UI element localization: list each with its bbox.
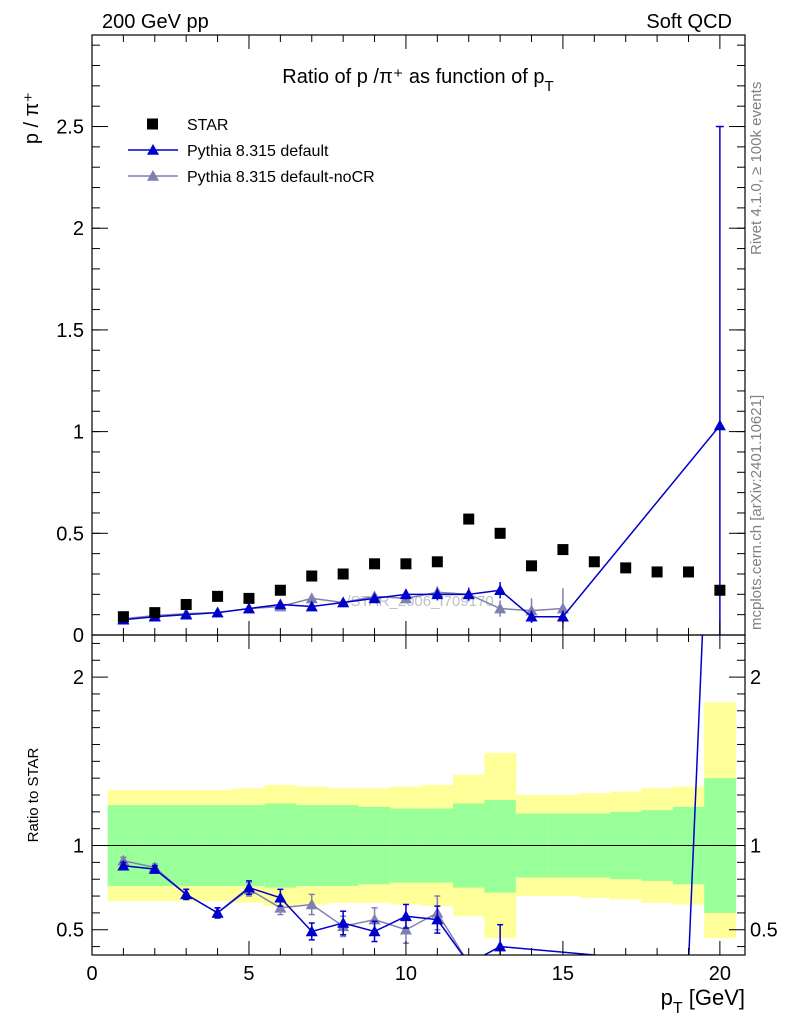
y-tick-label: 1 (73, 422, 84, 444)
legend-label: Pythia 8.315 default (187, 143, 329, 160)
x-tick-label: 15 (552, 963, 574, 985)
star-point (714, 584, 726, 596)
nocr-point (525, 604, 538, 616)
default-point (305, 600, 318, 612)
default-point (211, 606, 224, 618)
x-tick-label: 0 (86, 963, 97, 985)
x-tick-label: 5 (243, 963, 254, 985)
star-point (463, 513, 475, 525)
star-point (431, 556, 443, 568)
legend-label: Pythia 8.315 default-noCR (187, 169, 375, 186)
ratio-default-point (211, 906, 224, 918)
ratio-default-point (117, 859, 130, 871)
main-plot-title: Ratio of p /π⁺ as function of pT (282, 66, 553, 95)
legend-label: STAR (187, 117, 228, 134)
ratio-y-tick-label-right: 1 (750, 836, 761, 858)
ratio-y-tick-label-right: 0.5 (750, 920, 778, 942)
star-point (180, 598, 192, 610)
star-point (243, 592, 255, 604)
nocr-point (556, 602, 569, 614)
nocr-point (305, 592, 318, 604)
ratio-plot-ylabel: Ratio to STAR (25, 747, 42, 842)
ratio-default-point (399, 910, 412, 922)
default-point (180, 608, 193, 620)
xlabel-sub: T (673, 1000, 683, 1017)
star-point (306, 570, 318, 582)
star-point (369, 558, 381, 570)
side-mcplots-label: mcplots.cern.ch [arXiv:2401.10621] (748, 395, 765, 630)
main-plot-title-text: Ratio of p /π⁺ as function of p (282, 66, 544, 88)
default-point (337, 596, 350, 608)
star-point (400, 558, 412, 570)
star-point (274, 584, 286, 596)
default-point (242, 602, 255, 614)
ratio-y-tick-label-right: 2 (750, 667, 761, 689)
star-point (526, 560, 538, 572)
default-point (525, 610, 538, 622)
ratio-default-point (337, 917, 350, 928)
default-point (368, 592, 381, 604)
band-inner (484, 800, 517, 893)
star-point (588, 556, 600, 568)
x-tick-label: 20 (709, 963, 731, 985)
header-left: 200 GeV pp (102, 11, 209, 33)
default-point (274, 598, 287, 610)
y-tick-label: 0 (73, 625, 84, 647)
ratio-default-point (431, 913, 444, 925)
star-point (620, 562, 632, 574)
star-point (557, 544, 569, 556)
nocr-point (494, 602, 507, 614)
ratio-default-point (305, 925, 318, 937)
ratio-default-point (148, 863, 161, 874)
uncertainty-bands (92, 702, 745, 939)
default-point (713, 419, 726, 431)
default-point (556, 610, 569, 622)
ratio-y-tick-label: 0.5 (56, 920, 84, 942)
legend-nocr-marker (147, 170, 159, 181)
y-tick-label: 2 (73, 218, 84, 240)
star-point (117, 611, 129, 623)
ratio-default-point (242, 881, 255, 893)
default-point (399, 588, 412, 600)
star-point (682, 566, 694, 578)
star-point (494, 527, 506, 539)
star-point (149, 607, 161, 619)
legend-default-marker (147, 144, 159, 155)
star-point (212, 590, 224, 602)
default-point (462, 588, 475, 600)
legend-star-marker (147, 118, 158, 130)
ratio-plot-xlabel: pT [GeV] (661, 985, 745, 1017)
star-point (651, 566, 663, 578)
star-point (337, 568, 349, 580)
default-point (431, 588, 444, 600)
ratio-default-point (368, 925, 381, 937)
xlabel-p: p (661, 985, 673, 1010)
ratio-nocr-point (399, 923, 412, 935)
x-tick-label: 10 (395, 963, 417, 985)
xlabel-unit: [GeV] (683, 985, 745, 1010)
ratio-y-tick-label: 2 (73, 667, 84, 689)
ratio-nocr-point (305, 898, 318, 910)
main-plot-panel: Ratio of p /π⁺ as function of pT p / π⁺ … (21, 34, 746, 647)
header-right: Soft QCD (646, 11, 732, 33)
y-tick-label: 0.5 (56, 523, 84, 545)
ratio-default-point (494, 940, 507, 952)
ratio-plot-panel: Ratio to STAR 0 5 10 15 20 0.5 0.5 1 1 2 2 pT [GeV… (25, 634, 778, 1017)
default-point (494, 584, 507, 596)
y-tick-label: 2.5 (56, 117, 84, 139)
main-plot-ylabel: p / π⁺ (21, 92, 43, 144)
ratio-nocr-point (274, 901, 287, 913)
side-rivet-label: Rivet 4.1.0, ≥ 100k events (748, 82, 765, 255)
y-tick-label: 1.5 (56, 320, 84, 342)
main-plot-title-sub: T (545, 78, 554, 95)
default-line (123, 425, 721, 621)
ratio-y-tick-label: 1 (73, 836, 84, 858)
ratio-default-point (180, 888, 193, 900)
ratio-default-point (274, 891, 287, 903)
legend: STAR Pythia 8.315 default Pythia 8.315 def… (128, 117, 375, 186)
